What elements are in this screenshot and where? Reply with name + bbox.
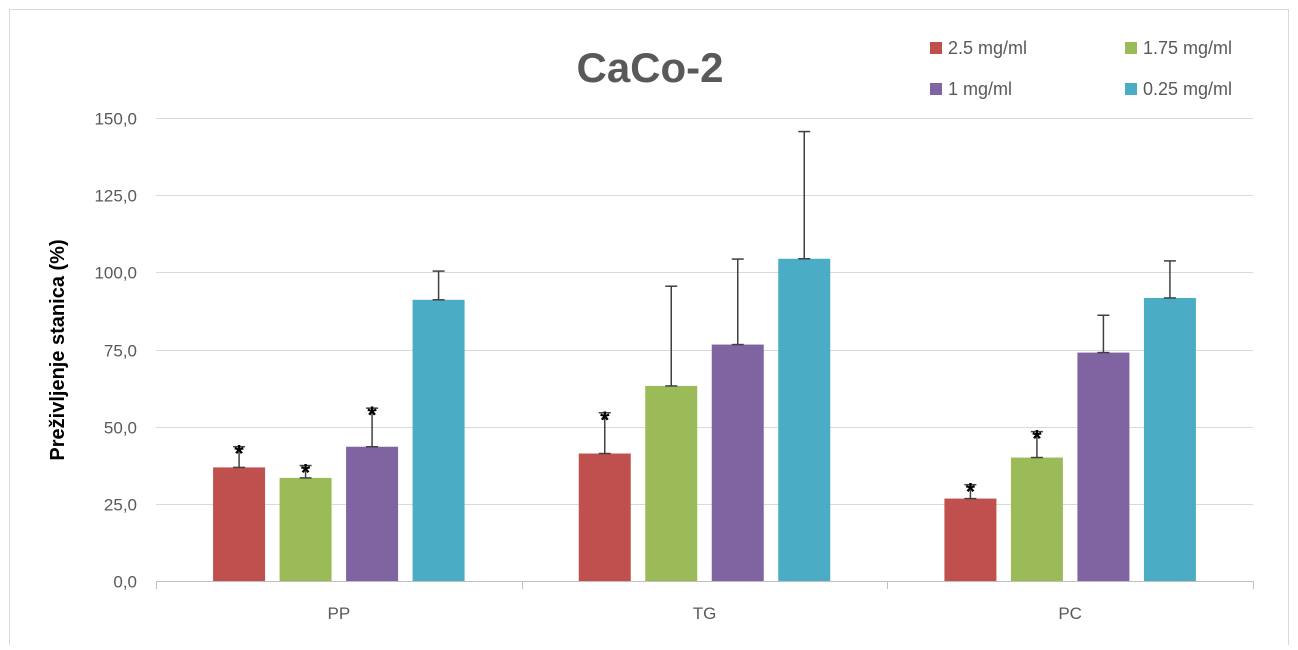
y-tick-label: 75,0 bbox=[104, 342, 137, 361]
bars bbox=[213, 258, 1196, 581]
x-tick-label: PP bbox=[327, 604, 350, 623]
chart-title: CaCo-2 bbox=[576, 44, 723, 91]
bar bbox=[279, 477, 332, 581]
bar bbox=[944, 498, 997, 581]
significance-marker: * bbox=[367, 402, 377, 429]
legend: 2.5 mg/ml 1.75 mg/ml 1 mg/ml 0.25 mg/ml bbox=[930, 38, 1232, 99]
legend-swatch bbox=[1125, 42, 1137, 54]
bar bbox=[645, 385, 698, 581]
legend-swatch bbox=[930, 42, 942, 54]
y-tick-label: 125,0 bbox=[94, 187, 137, 206]
legend-label: 1.75 mg/ml bbox=[1143, 38, 1232, 58]
y-tick-label: 150,0 bbox=[94, 110, 137, 129]
legend-swatch bbox=[930, 83, 942, 95]
significance-marker: * bbox=[966, 479, 976, 506]
significance-marker: * bbox=[234, 441, 244, 468]
bar bbox=[1143, 297, 1196, 581]
bar bbox=[711, 344, 764, 581]
significance-markers: * * * * * * bbox=[234, 402, 1042, 506]
bar bbox=[346, 446, 399, 581]
significance-marker: * bbox=[1032, 426, 1042, 453]
y-tick-label: 50,0 bbox=[104, 419, 137, 438]
legend-label: 2.5 mg/ml bbox=[948, 38, 1027, 58]
bar bbox=[778, 258, 831, 581]
significance-marker: * bbox=[301, 460, 311, 487]
bar bbox=[213, 467, 266, 581]
bar bbox=[1010, 457, 1063, 581]
legend-swatch bbox=[1125, 83, 1137, 95]
y-axis-label: Preživljenje stanica (%) bbox=[47, 239, 69, 460]
y-tick-label: 0,0 bbox=[113, 573, 137, 592]
bar bbox=[578, 453, 631, 581]
bar bbox=[1077, 352, 1130, 581]
legend-label: 1 mg/ml bbox=[948, 79, 1012, 99]
error-bars bbox=[233, 130, 1176, 500]
significance-marker: * bbox=[600, 407, 610, 434]
x-tick-label: TG bbox=[693, 604, 717, 623]
y-tick-label: 100,0 bbox=[94, 264, 137, 283]
x-tick-label: PC bbox=[1058, 604, 1082, 623]
y-tick-label: 25,0 bbox=[104, 496, 137, 515]
axes: 0,0 25,0 50,0 75,0 100,0 125,0 150,0 PP TG PC bbox=[94, 110, 1254, 623]
legend-label: 0.25 mg/ml bbox=[1143, 79, 1232, 99]
bar bbox=[412, 299, 465, 581]
gridlines bbox=[156, 118, 1253, 505]
